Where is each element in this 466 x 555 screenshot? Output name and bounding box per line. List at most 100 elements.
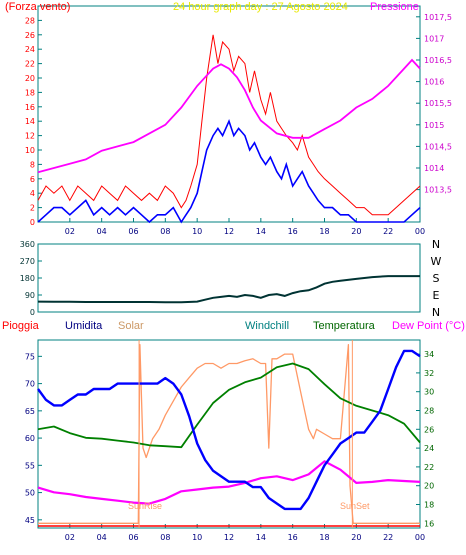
wind-ytick-label: 28: [25, 16, 35, 25]
pressure-ytick-label: 1015,5: [424, 99, 452, 108]
wind-average-line: [37, 118, 421, 224]
pressure-ytick-label: 1017: [424, 34, 444, 43]
wind-xtick-label: 10: [192, 227, 202, 236]
wind-ytick-label: 16: [25, 103, 35, 112]
weather-xtick-label: 04: [97, 533, 107, 542]
dir-ytick-label: 90: [25, 291, 35, 300]
compass-label: N: [432, 306, 440, 319]
wind-ytick-label: 18: [25, 88, 35, 97]
wind-ytick-label: 14: [25, 117, 35, 126]
wind-title-paren: (: [5, 1, 9, 13]
weather-xtick-label: 06: [128, 533, 138, 542]
pressure-ytick-label: 1015: [424, 121, 444, 130]
wind-direction-line: [37, 275, 420, 304]
wind-xtick-label: 02: [65, 227, 75, 236]
dewpoint-line: [37, 460, 421, 505]
panel-frame-2: [37, 339, 421, 529]
temp-ytick-label: 16: [424, 519, 434, 528]
dir-ytick-label: 270: [20, 257, 35, 266]
panel-frame-0: [37, 5, 421, 223]
wind-xtick-label: 04: [97, 227, 107, 236]
wind-gust-line: [37, 34, 421, 216]
wind-ytick-label: 0: [30, 218, 35, 227]
compass-label: W: [431, 255, 442, 268]
temperature-line: [37, 362, 421, 449]
temp-ytick-label: 34: [424, 350, 434, 359]
humidity-ytick-label: 65: [25, 407, 35, 416]
wind-title-suffix: ): [66, 1, 71, 13]
wind-ytick-label: 4: [30, 189, 35, 198]
wind-ytick-label: 6: [30, 175, 35, 184]
wind-xtick-label: 14: [256, 227, 266, 236]
pressure-ytick-label: 1013,5: [424, 186, 452, 195]
temp-ytick-label: 22: [424, 463, 434, 472]
humidity-ytick-label: 70: [25, 380, 35, 389]
dir-ytick-label: 360: [20, 240, 35, 249]
wind-ytick-label: 2: [30, 204, 35, 213]
wind-ytick-label: 20: [25, 74, 35, 83]
solar-line: [38, 344, 420, 524]
graph-date-title: 24 hour graph day : 27 Agosto 2024: [173, 1, 348, 13]
temp-ytick-label: 26: [424, 425, 434, 434]
legend-solar: Solar: [118, 320, 144, 332]
pressure-line: [37, 58, 421, 174]
wind-xtick-label: 16: [288, 227, 298, 236]
wind-ytick-label: 22: [25, 60, 35, 69]
wind-xtick-label: 12: [224, 227, 234, 236]
wind-ytick-label: 10: [25, 146, 35, 155]
temp-ytick-label: 32: [424, 369, 434, 378]
pressure-ytick-label: 1017,5: [424, 13, 452, 22]
dir-ytick-label: 180: [20, 274, 35, 283]
weather-xtick-label: 22: [383, 533, 393, 542]
weather-xtick-label: 02: [65, 533, 75, 542]
humidity-line: [37, 349, 421, 511]
wind-xtick-label: 08: [160, 227, 170, 236]
humidity-ytick-label: 45: [25, 516, 35, 525]
compass-label: S: [433, 272, 440, 285]
temp-ytick-label: 18: [424, 501, 434, 510]
wind-xtick-label: 06: [128, 227, 138, 236]
weather-xtick-label: 18: [319, 533, 329, 542]
compass-label: N: [432, 238, 440, 251]
legend-humidity: Umidita: [65, 320, 103, 332]
pressure-ytick-label: 1016: [424, 78, 444, 87]
pressure-ytick-label: 1014: [424, 164, 444, 173]
humidity-ytick-label: 60: [25, 434, 35, 443]
temp-ytick-label: 20: [424, 482, 434, 491]
humidity-ytick-label: 50: [25, 489, 35, 498]
weather-xtick-label: 00: [415, 533, 425, 542]
pressure-title: Pressione: [370, 1, 419, 13]
legend-windchill: Windchill: [245, 320, 290, 332]
pressure-ytick-label: 1014,5: [424, 142, 452, 151]
humidity-ytick-label: 75: [25, 352, 35, 361]
wind-ytick-label: 24: [25, 45, 35, 54]
weather-xtick-label: 16: [288, 533, 298, 542]
wind-ytick-label: 8: [30, 160, 35, 169]
wind-ytick-label: 26: [25, 31, 35, 40]
legend-rain: Pioggia: [2, 320, 39, 332]
wind-title-text: Forza vento: [8, 1, 67, 13]
temp-ytick-label: 28: [424, 407, 434, 416]
wind-xtick-label: 18: [319, 227, 329, 236]
temp-ytick-label: 24: [424, 444, 434, 453]
weather-xtick-label: 10: [192, 533, 202, 542]
wind-title: (Forza vento): [5, 1, 70, 13]
weather-xtick-label: 08: [160, 533, 170, 542]
weather-xtick-label: 20: [351, 533, 361, 542]
wind-xtick-label: 20: [351, 227, 361, 236]
wind-xtick-label: 00: [415, 227, 425, 236]
sunrise-label: SunRise: [128, 501, 163, 511]
pressure-ytick-label: 1016,5: [424, 56, 452, 65]
dir-ytick-label: 0: [30, 308, 35, 317]
humidity-ytick-label: 55: [25, 461, 35, 470]
weather-xtick-label: 12: [224, 533, 234, 542]
wind-xtick-label: 22: [383, 227, 393, 236]
legend-dewpoint: Dew Point (°C): [392, 320, 465, 332]
temp-ytick-label: 30: [424, 388, 434, 397]
compass-label: E: [433, 289, 440, 302]
sunset-label: SunSet: [340, 501, 370, 511]
wind-ytick-label: 12: [25, 132, 35, 141]
legend-temperature: Temperatura: [313, 320, 375, 332]
weather-xtick-label: 14: [256, 533, 266, 542]
